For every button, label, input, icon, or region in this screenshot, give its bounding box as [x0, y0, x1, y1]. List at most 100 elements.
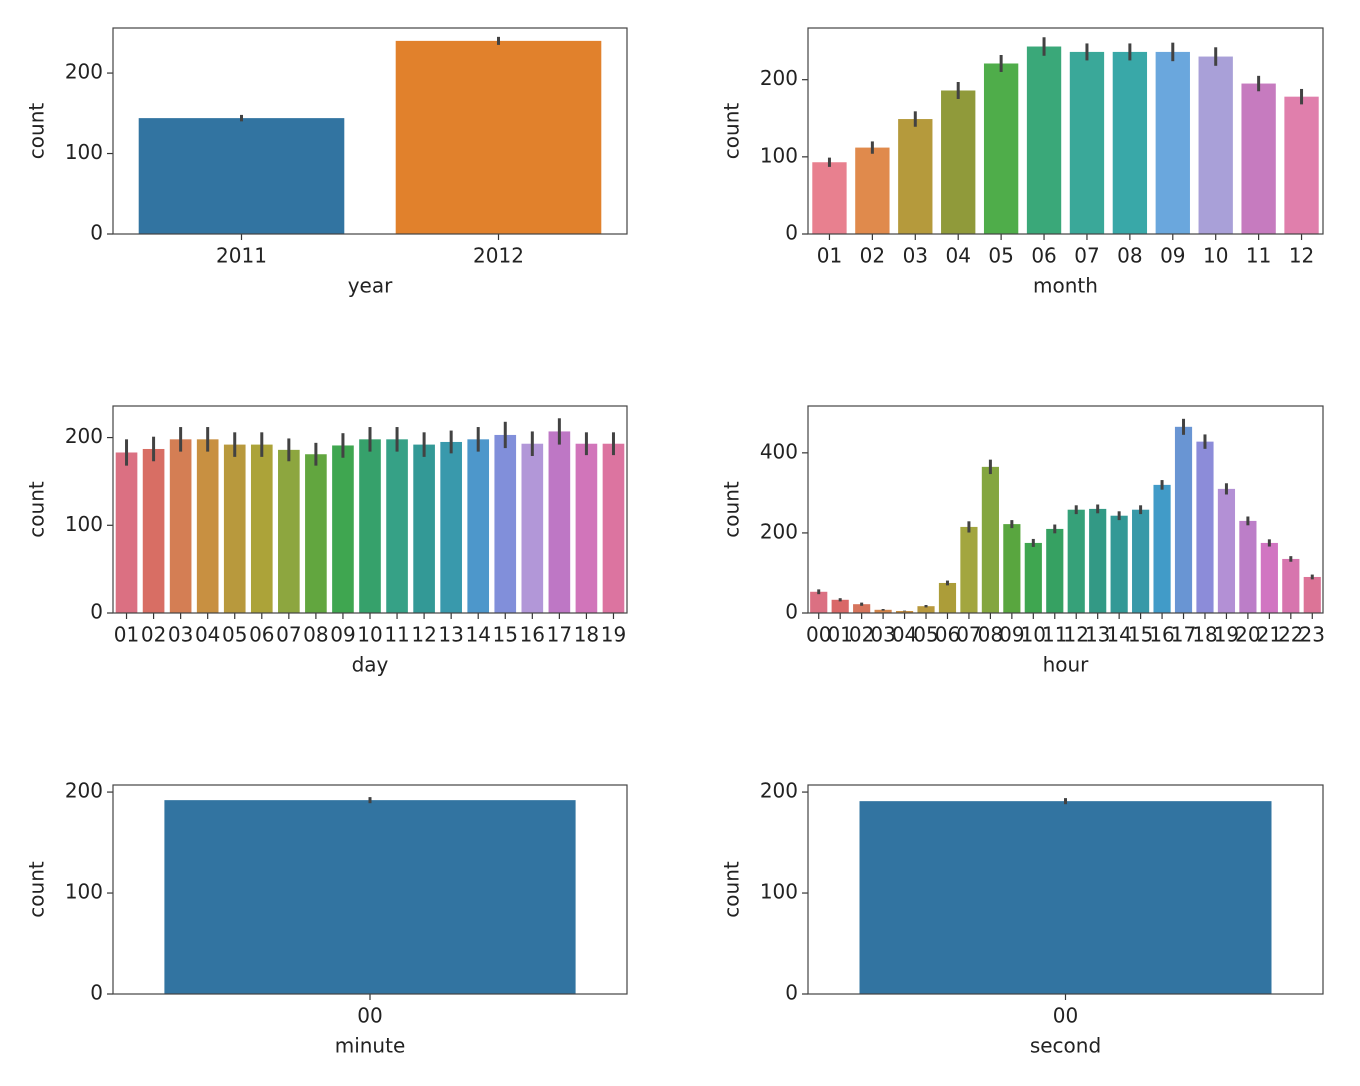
- x-tick-label: 07: [276, 623, 301, 647]
- bar: [138, 118, 345, 234]
- bar: [359, 439, 381, 613]
- x-tick-label: 09: [330, 623, 355, 647]
- bar: [467, 439, 490, 613]
- bar: [575, 443, 598, 613]
- bar: [855, 147, 890, 234]
- bar: [142, 448, 165, 613]
- y-tick-label: 0: [785, 221, 798, 245]
- bar: [1026, 46, 1062, 235]
- x-tick-label: 09: [999, 623, 1024, 647]
- plot-frame: [112, 405, 628, 614]
- bar: [941, 90, 976, 234]
- bar: [413, 444, 435, 613]
- bar: [895, 610, 914, 613]
- plot-frame: [807, 784, 1324, 995]
- y-tick-label: 0: [90, 600, 103, 624]
- x-tick-label: 15: [1128, 623, 1153, 647]
- bar: [1282, 558, 1300, 613]
- y-tick-label: 200: [65, 424, 103, 448]
- x-tick-label: 08: [978, 623, 1003, 647]
- plot-frame: [112, 27, 628, 235]
- bar: [859, 801, 1272, 994]
- bar: [1239, 520, 1257, 613]
- x-tick-label: 10: [357, 623, 382, 647]
- bar: [1241, 83, 1276, 234]
- y-tick-label: 100: [65, 880, 103, 904]
- bar: [1217, 488, 1236, 613]
- x-tick-label: 12: [411, 623, 436, 647]
- x-axis-label: hour: [1043, 653, 1090, 677]
- y-tick-label: 200: [65, 60, 103, 84]
- x-tick-label: 07: [956, 623, 981, 647]
- y-tick-label: 200: [65, 779, 103, 803]
- bar: [548, 431, 571, 613]
- bar: [831, 599, 849, 613]
- bar: [494, 434, 517, 613]
- bar: [874, 609, 892, 613]
- x-axis-label: day: [352, 653, 389, 677]
- x-tick-label: 08: [303, 623, 328, 647]
- x-tick-label: 00: [357, 1004, 382, 1028]
- x-tick-label: 03: [903, 244, 928, 268]
- y-tick-label: 200: [760, 66, 798, 90]
- x-tick-label: 14: [1106, 623, 1131, 647]
- x-tick-label: 17: [547, 623, 572, 647]
- plot-frame: [112, 784, 628, 995]
- bar: [917, 606, 935, 613]
- bar: [1303, 576, 1321, 613]
- bar: [1067, 509, 1085, 613]
- bar: [1155, 51, 1190, 234]
- x-axis-label: minute: [335, 1034, 406, 1058]
- x-tick-label: 02: [860, 244, 885, 268]
- x-tick-label: 11: [384, 623, 409, 647]
- x-tick-label: 16: [1149, 623, 1174, 647]
- x-tick-label: 04: [945, 244, 970, 268]
- y-tick-label: 400: [760, 439, 798, 463]
- x-tick-label: 19: [1214, 623, 1239, 647]
- x-tick-label: 12: [1064, 623, 1089, 647]
- y-tick-label: 200: [760, 779, 798, 803]
- bar: [853, 604, 871, 613]
- x-tick-label: 09: [1160, 244, 1185, 268]
- x-tick-label: 01: [827, 623, 852, 647]
- bar: [1132, 509, 1150, 613]
- y-axis-label: count: [720, 103, 744, 160]
- x-tick-label: 15: [493, 623, 518, 647]
- y-tick-label: 0: [785, 600, 798, 624]
- x-tick-label: 03: [870, 623, 895, 647]
- y-tick-label: 100: [65, 140, 103, 164]
- bar: [332, 445, 354, 613]
- y-tick-label: 100: [760, 143, 798, 167]
- plot-frame: [807, 405, 1324, 614]
- bar: [983, 63, 1019, 235]
- x-tick-label: 11: [1042, 623, 1067, 647]
- y-axis-label: count: [25, 861, 49, 918]
- x-tick-label: 01: [114, 623, 139, 647]
- y-axis-label: count: [25, 481, 49, 538]
- x-tick-label: 05: [222, 623, 247, 647]
- bar: [981, 466, 999, 613]
- x-tick-label: 03: [168, 623, 193, 647]
- bar: [1196, 441, 1214, 613]
- bar: [1153, 484, 1171, 613]
- bar: [1112, 51, 1148, 234]
- x-tick-label: 17: [1171, 623, 1196, 647]
- bar: [1174, 426, 1193, 613]
- bar: [1046, 528, 1064, 613]
- x-axis-label: year: [348, 274, 393, 298]
- y-tick-label: 100: [760, 880, 798, 904]
- x-tick-label: 06: [1031, 244, 1056, 268]
- x-tick-label: 06: [935, 623, 960, 647]
- y-axis-label: count: [25, 103, 49, 160]
- x-tick-label: 20: [1235, 623, 1260, 647]
- x-tick-label: 02: [141, 623, 166, 647]
- x-tick-label: 19: [601, 623, 626, 647]
- x-tick-label: 00: [806, 623, 831, 647]
- x-tick-label: 00: [1053, 1004, 1078, 1028]
- bar: [250, 444, 273, 613]
- bar: [1284, 96, 1319, 235]
- bar: [164, 800, 576, 994]
- bar: [305, 454, 327, 613]
